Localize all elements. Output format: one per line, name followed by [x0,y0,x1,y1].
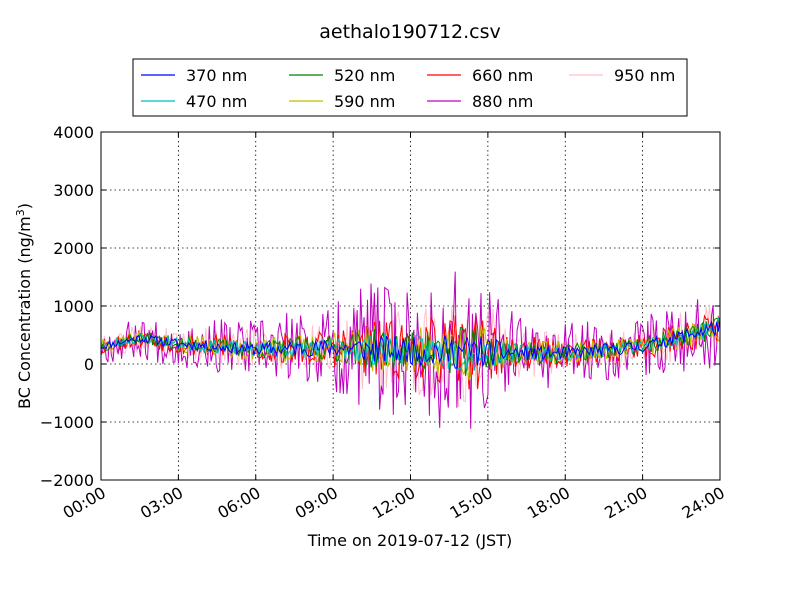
x-tick-label: 21:00 [601,483,650,523]
x-tick-label: 18:00 [524,483,573,523]
legend: 370 nm 470 nm 520 nm 590 nm 660 nm 880 nm 950 … [132,58,688,117]
y-tick-label: 2000 [53,239,94,258]
series-line-370-nm [100,318,721,369]
y-tick-label: 0 [84,355,94,374]
legend-label: 660 nm [472,66,533,85]
legend-box [132,58,688,117]
legend-label: 470 nm [186,92,247,111]
x-tick-label: 12:00 [369,483,418,523]
y-tick-label: 4000 [53,123,94,142]
legend-label: 950 nm [614,66,675,85]
legend-label: 370 nm [186,66,247,85]
grid [101,132,720,480]
legend-label: 590 nm [334,92,395,111]
x-tick-label: 15:00 [446,483,495,523]
x-tick-label: 09:00 [292,483,341,523]
x-axis-label: Time on 2019-07-12 (JST) [307,531,512,550]
legend-label: 880 nm [472,92,533,111]
y-tick-label: −1000 [40,413,94,432]
y-axis-label-sup: 3 [14,209,27,216]
y-tick-label: 1000 [53,297,94,316]
x-tick-label: 06:00 [214,483,263,523]
y-axis-label: BC Concentration (ng/m3) [14,203,34,409]
x-tick-label: 03:00 [137,483,186,523]
series-lines [100,271,721,429]
x-tick-label: 24:00 [679,483,728,523]
legend-label: 520 nm [334,66,395,85]
chart-title: aethalo190712.csv [319,21,501,43]
y-axis-label-main: BC Concentration (ng/m [15,216,34,409]
y-tick-label: −2000 [40,471,94,490]
y-tick-label: 3000 [53,181,94,200]
plot-frame [100,131,721,481]
y-axis-label-end: ) [15,203,34,209]
